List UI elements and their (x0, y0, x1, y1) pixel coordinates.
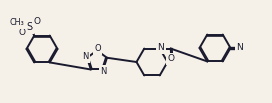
Text: S: S (27, 22, 33, 32)
Text: N: N (100, 67, 107, 76)
Text: O: O (94, 44, 101, 53)
Text: O: O (19, 28, 26, 37)
Text: N: N (82, 52, 89, 61)
Text: O: O (33, 17, 41, 26)
Text: N: N (237, 43, 243, 53)
Text: N: N (157, 43, 164, 52)
Text: CH₃: CH₃ (10, 18, 24, 27)
Text: O: O (168, 54, 175, 63)
